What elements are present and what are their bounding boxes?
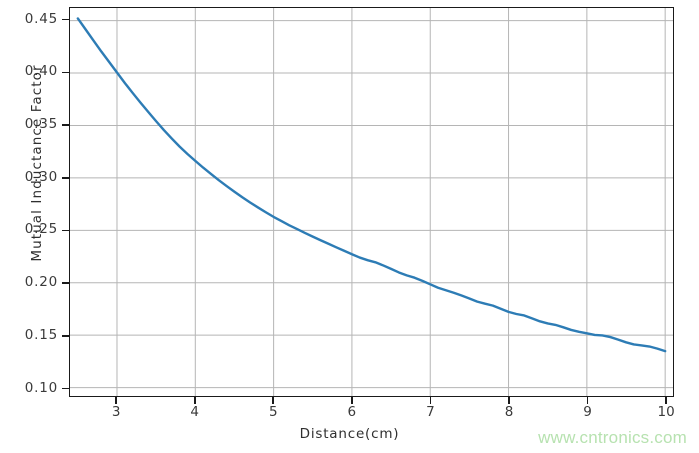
x-tick-label: 7	[426, 404, 435, 420]
y-tick-label: 0.15	[24, 326, 58, 343]
gridlines	[70, 8, 673, 396]
x-tick-mark	[115, 397, 117, 404]
y-tick-mark	[62, 229, 69, 232]
y-tick-mark	[62, 387, 69, 390]
x-tick-label: 8	[504, 404, 514, 420]
y-tick-label: 0.25	[24, 221, 58, 238]
y-tick-mark	[62, 71, 69, 74]
y-tick-mark	[62, 124, 69, 126]
y-tick-label: 0.35	[24, 116, 58, 133]
y-tick-mark	[62, 176, 69, 179]
x-tick-label: 9	[583, 404, 592, 420]
x-tick-mark	[351, 397, 353, 404]
watermark-cntronics: www.cntronics.com	[538, 428, 687, 447]
y-tick-mark	[62, 282, 69, 284]
plot-area	[69, 7, 674, 397]
y-tick-label: 0.10	[24, 379, 58, 396]
y-tick-label: 0.30	[24, 168, 58, 185]
x-tick-mark	[429, 397, 432, 404]
x-tick-label: 6	[347, 404, 357, 420]
y-tick-mark	[62, 18, 69, 21]
x-tick-label: 3	[111, 404, 121, 420]
data-line-mutual-inductance-factor	[70, 8, 673, 396]
x-tick-label: 5	[268, 404, 278, 420]
y-axis-title: Mutual Inductance Factor	[29, 64, 45, 262]
x-tick-label: 4	[190, 404, 199, 420]
x-tick-mark	[665, 397, 667, 404]
y-tick-mark	[62, 335, 69, 337]
x-tick-label: 10	[657, 404, 675, 420]
x-tick-mark	[193, 397, 196, 404]
x-axis-title: Distance(cm)	[299, 426, 400, 442]
y-tick-label: 0.45	[24, 10, 58, 27]
x-tick-mark	[586, 397, 589, 404]
y-tick-label: 0.20	[24, 274, 58, 291]
x-tick-mark	[508, 397, 510, 404]
x-tick-mark	[272, 397, 275, 404]
y-tick-label: 0.40	[24, 63, 58, 80]
